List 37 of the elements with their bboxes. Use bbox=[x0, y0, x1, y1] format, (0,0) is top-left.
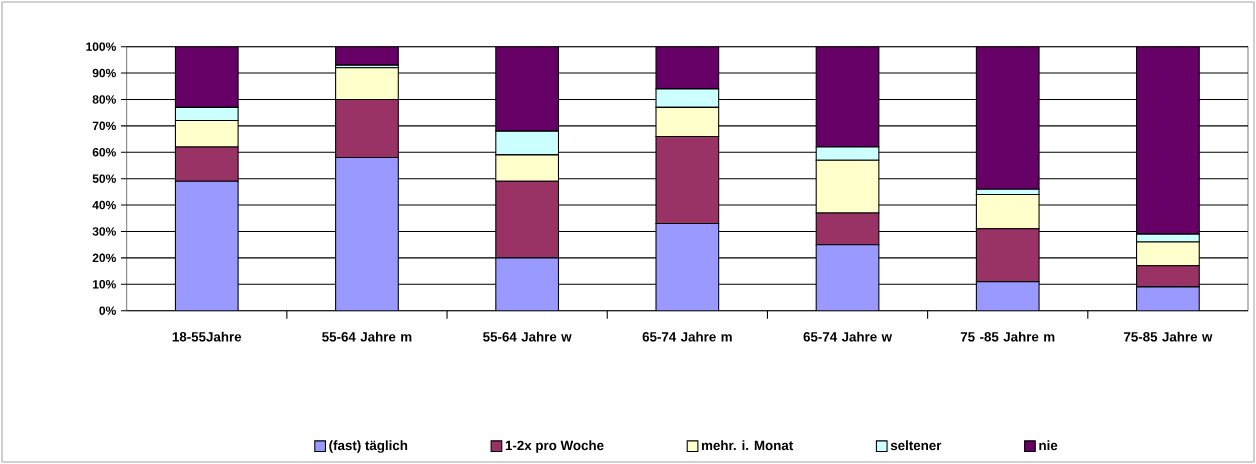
y-tick-label: 70% bbox=[92, 121, 116, 131]
y-tick-label: 30% bbox=[92, 227, 116, 236]
y-tick-label: 40% bbox=[92, 200, 116, 210]
legend-label: (fast) täglich bbox=[329, 440, 408, 453]
bar bbox=[335, 46, 399, 66]
y-tick-label: 80% bbox=[92, 95, 116, 104]
bar bbox=[1136, 46, 1200, 235]
bar bbox=[174, 46, 239, 108]
legend-label: mehr. i. Monat bbox=[701, 440, 794, 451]
y-tick-label: 100% bbox=[86, 42, 116, 51]
x-tick-label: 65-74 Jahre m bbox=[642, 331, 732, 342]
x-tick-label: 65-74 Jahre w bbox=[803, 331, 893, 342]
x-tick-label: 55-64 Jahre m bbox=[322, 331, 412, 342]
legend-label: nie bbox=[1039, 440, 1058, 451]
y-tick-label: 90% bbox=[92, 68, 116, 78]
y-tick-label: 50% bbox=[92, 174, 116, 183]
bar bbox=[655, 46, 720, 90]
y-tick-label: 10% bbox=[93, 280, 116, 289]
x-tick-label: 55-64 Jahre w bbox=[483, 331, 572, 342]
legend-label: 1-2x pro Woche bbox=[505, 440, 604, 453]
y-tick-label: 20% bbox=[92, 253, 116, 263]
x-tick-label: 18-55Jahre bbox=[172, 331, 242, 342]
bar bbox=[335, 157, 399, 311]
x-tick-label: 75-85 Jahre w bbox=[1124, 331, 1213, 342]
x-tick-label: 75 -85 Jahre m bbox=[960, 331, 1055, 342]
bar bbox=[495, 257, 560, 311]
bar bbox=[655, 223, 720, 311]
bar bbox=[815, 46, 880, 148]
bar bbox=[975, 46, 1040, 190]
bar bbox=[174, 180, 239, 311]
bar bbox=[495, 46, 560, 132]
y-tick-label: 60% bbox=[92, 148, 116, 157]
legend-label: seltener bbox=[890, 440, 942, 451]
bar bbox=[975, 281, 1040, 311]
bar bbox=[1136, 286, 1200, 311]
bar bbox=[815, 244, 880, 311]
y-tick-label: 0% bbox=[99, 306, 116, 315]
